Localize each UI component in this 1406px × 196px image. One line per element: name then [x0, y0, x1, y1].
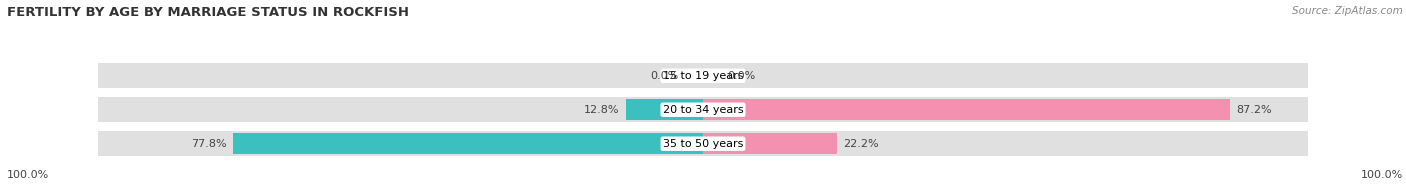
Text: FERTILITY BY AGE BY MARRIAGE STATUS IN ROCKFISH: FERTILITY BY AGE BY MARRIAGE STATUS IN R…	[7, 6, 409, 19]
Bar	[98, 131, 703, 156]
Bar	[703, 99, 1230, 120]
Bar	[703, 131, 1308, 156]
Text: 0.0%: 0.0%	[651, 71, 679, 81]
Text: 20 to 34 years: 20 to 34 years	[662, 105, 744, 115]
Bar	[703, 133, 837, 154]
Text: 100.0%: 100.0%	[7, 170, 49, 180]
Text: 22.2%: 22.2%	[844, 139, 879, 149]
Text: 77.8%: 77.8%	[191, 139, 226, 149]
Bar	[703, 63, 1308, 88]
Text: 12.8%: 12.8%	[583, 105, 620, 115]
Bar	[626, 99, 703, 120]
Bar	[703, 97, 1308, 122]
Bar	[98, 97, 703, 122]
Bar	[98, 63, 703, 88]
Text: 35 to 50 years: 35 to 50 years	[662, 139, 744, 149]
Text: Source: ZipAtlas.com: Source: ZipAtlas.com	[1292, 6, 1403, 16]
Text: 0.0%: 0.0%	[727, 71, 755, 81]
Bar	[232, 133, 703, 154]
Text: 87.2%: 87.2%	[1236, 105, 1272, 115]
Text: 100.0%: 100.0%	[1361, 170, 1403, 180]
Text: 15 to 19 years: 15 to 19 years	[662, 71, 744, 81]
